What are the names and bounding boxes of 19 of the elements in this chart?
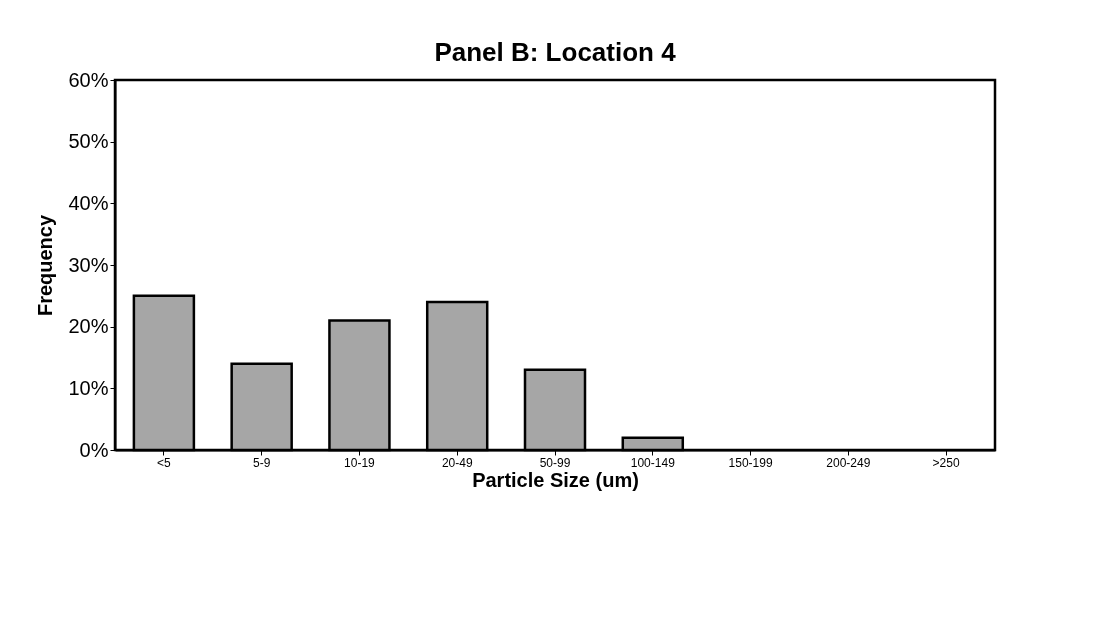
y-tick-label: 10% [68,376,109,399]
x-tick-label: 200-249 [826,455,871,470]
y-tick-label: 20% [68,315,109,338]
y-tick-label: 0% [79,438,109,461]
y-tick-label: 60% [68,68,109,91]
x-axis-title: Particle Size (um) [472,468,639,491]
x-tick-label: 50-99 [539,455,571,470]
x-tick-label: 100-149 [630,455,676,470]
y-tick-label: 50% [68,130,109,153]
y-axis-title: Frequency [34,214,57,317]
x-tick-label: 5-9 [252,455,271,470]
y-tick-label: 30% [68,253,109,276]
y-tick-label: 40% [68,191,109,214]
x-tick-label: 150-199 [728,455,773,470]
chart-title: Panel B: Location 4 [434,37,677,67]
x-tick-label: <5 [157,455,172,470]
x-tick-label: 20-49 [441,455,473,470]
x-tick-label: 10-19 [344,455,376,470]
x-tick-label: >250 [932,455,960,470]
